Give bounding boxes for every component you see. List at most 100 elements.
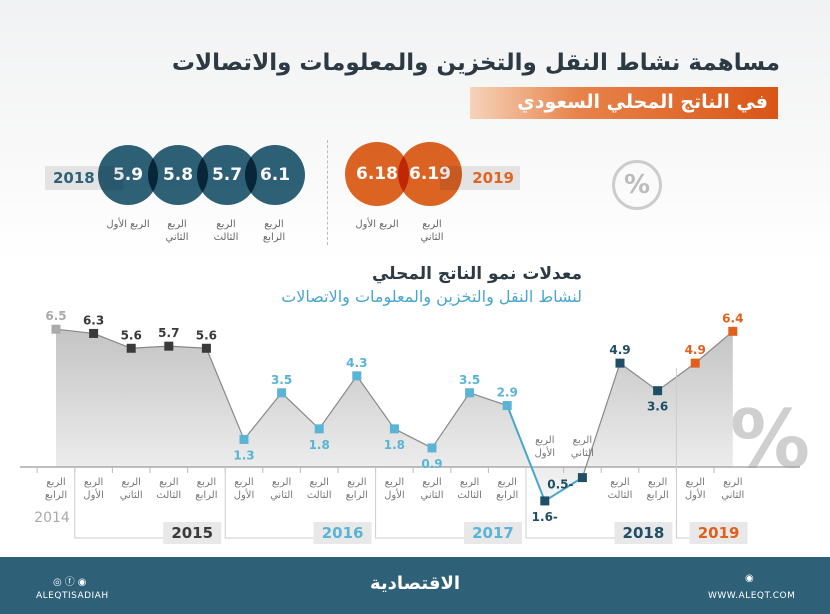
- quarter-label: الأول: [234, 488, 255, 501]
- title-banner: في الناتج المحلي السعودي: [470, 87, 778, 119]
- quarter-label: الأول: [685, 488, 706, 501]
- year-bracket: [375, 467, 466, 539]
- data-point: [540, 496, 550, 506]
- data-point: [51, 324, 61, 334]
- data-label: 2.9: [497, 386, 518, 400]
- area-fill: [56, 329, 733, 501]
- data-label: 6.3: [83, 313, 104, 327]
- series-line: [131, 345, 169, 349]
- year-label: 2016: [322, 524, 364, 542]
- value-circle: 6.19: [398, 142, 462, 206]
- social-icons[interactable]: ◎ⓕ◉: [53, 577, 90, 588]
- quarter-label: الثاني: [420, 490, 443, 501]
- year-label: 2019: [698, 524, 740, 542]
- quarter-label: الثاني: [120, 490, 143, 501]
- data-point: [352, 371, 362, 381]
- data-point: [728, 326, 738, 336]
- year-bracket: [525, 467, 617, 539]
- data-label: 6.4: [722, 311, 743, 325]
- data-label: 4.3: [346, 356, 367, 370]
- quarter-label: الرابع: [646, 490, 668, 501]
- year-box: [163, 522, 222, 544]
- data-point: [239, 434, 249, 444]
- series-line: [694, 330, 734, 364]
- page-title: مساهمة نشاط النقل والتخزين والمعلومات وا…: [171, 50, 780, 76]
- percent-icon: %: [612, 160, 662, 210]
- social-handle: ALEQTISADIAH: [36, 591, 109, 601]
- quarter-label: الثالث: [457, 490, 482, 501]
- data-point: [164, 341, 174, 351]
- data-label: 3.5: [271, 373, 292, 387]
- quarter-label: الربع: [121, 477, 140, 488]
- quarter-label: الرابع: [45, 490, 67, 501]
- series-line: [168, 345, 207, 349]
- series-line: [506, 405, 546, 502]
- data-point: [577, 473, 587, 483]
- year-box: [614, 522, 673, 544]
- data-label: 1.8: [384, 438, 405, 452]
- data-point: [201, 343, 211, 353]
- quarter-label: الثاني: [721, 490, 744, 501]
- quarter-label: الربع: [197, 477, 216, 488]
- quarter-label: الربع: [685, 477, 704, 488]
- quarter-label: الثالث: [608, 490, 633, 501]
- unit-percent: %: [730, 393, 810, 486]
- quarter-label: الأول: [535, 446, 556, 459]
- quarter-label: الربع: [497, 477, 516, 488]
- quarter-label: الربع الثالث: [213, 219, 239, 243]
- series-line: [619, 362, 658, 392]
- data-label: 3.6: [647, 400, 668, 414]
- data-label: 4.9: [685, 343, 706, 357]
- quarter-label: الربع: [648, 477, 667, 488]
- footer: ◎ⓕ◉ ALEQTISADIAH الاقتصادية ◉ WWW.ALEQT.…: [0, 557, 830, 614]
- data-point: [653, 386, 663, 396]
- series-line: [469, 392, 508, 407]
- series-line: [243, 392, 283, 440]
- quarter-label: الربع: [272, 477, 291, 488]
- website-link[interactable]: WWW.ALEQT.COM: [708, 591, 796, 601]
- data-point: [615, 358, 625, 368]
- quarter-label: الربع الأول: [106, 219, 150, 230]
- year-bracket: [675, 368, 692, 539]
- data-point: [465, 388, 475, 398]
- quarter-label: الثاني: [571, 448, 594, 459]
- series-line: [318, 375, 358, 430]
- year-label: 2014: [34, 510, 70, 526]
- data-label: 5.7: [158, 326, 179, 340]
- quarter-label: الربع: [46, 477, 65, 488]
- series-line: [281, 392, 320, 430]
- data-label: 0.9: [421, 457, 442, 471]
- quarter-label: الربع الثاني: [165, 219, 189, 243]
- quarter-label: الربع: [385, 477, 404, 488]
- quarter-label: الربع: [573, 435, 592, 446]
- quarter-label: الربع: [422, 477, 441, 488]
- series-line: [356, 375, 395, 430]
- data-label: 6.5: [45, 309, 66, 323]
- year-box: [313, 522, 372, 544]
- series-line: [544, 476, 583, 502]
- value-circle: 6.1: [245, 145, 305, 205]
- series-line: [205, 348, 245, 440]
- data-label: 5.6: [121, 328, 142, 342]
- growth-chart: % 6.5الربعالرابع6.3الربعالأول5.6الربعالث…: [20, 309, 810, 544]
- data-point: [427, 443, 437, 453]
- year-bracket: [224, 467, 316, 539]
- data-point: [277, 388, 287, 398]
- data-point: [389, 424, 399, 434]
- quarter-label: الثالث: [307, 490, 332, 501]
- series-line: [431, 392, 471, 449]
- chart-subtitle: لنشاط النقل والتخزين والمعلومات والاتصال…: [281, 287, 582, 306]
- quarter-label: الربع الأول: [355, 219, 399, 230]
- quarter-label: الثالث: [156, 490, 181, 501]
- year-bracket: [74, 467, 166, 539]
- data-label: 1.8: [309, 438, 330, 452]
- year-label: 2018: [623, 524, 665, 542]
- quarter-label: الربع: [159, 477, 178, 488]
- series-line: [581, 362, 621, 478]
- globe-icon: ◉: [745, 573, 754, 584]
- series-line: [93, 332, 132, 349]
- data-label: 4.9: [609, 343, 630, 357]
- year-box: [464, 522, 522, 544]
- quarter-label: الربع: [535, 435, 554, 446]
- quarter-label: الربع: [84, 477, 103, 488]
